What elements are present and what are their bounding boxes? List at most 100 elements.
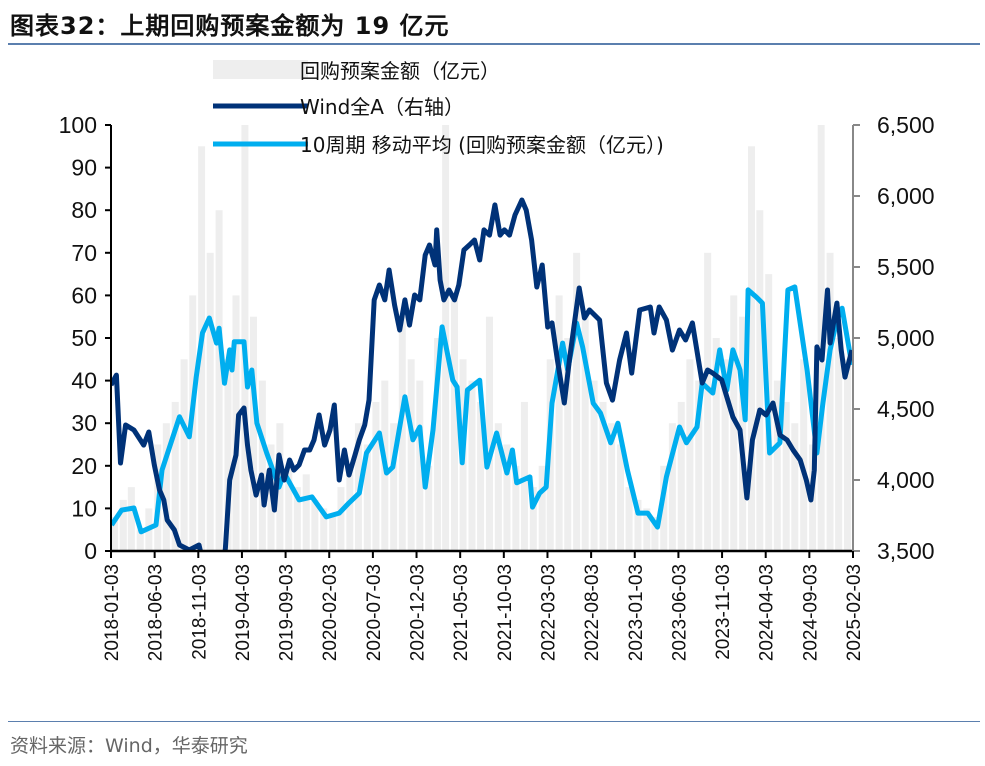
bar — [162, 423, 170, 551]
bar — [249, 316, 257, 551]
legend-swatch-bars — [213, 60, 308, 79]
bar — [748, 146, 756, 551]
bar — [337, 487, 345, 551]
bar — [529, 487, 537, 551]
x-tick-label: 2023-01-03 — [626, 564, 647, 661]
left-tick-label: 50 — [71, 325, 97, 351]
bar — [224, 359, 232, 551]
bar — [390, 423, 398, 551]
bar — [773, 380, 781, 551]
bar — [800, 359, 808, 551]
bar — [817, 125, 825, 551]
x-tick-label: 2020-12-03 — [408, 564, 429, 661]
axes: 0 10 20 30 40 50 60 70 80 90 100 3,500 4,000 4,500 5,0… — [59, 112, 935, 661]
bar — [512, 465, 520, 551]
bar — [434, 338, 442, 551]
x-tick-label: 2024-09-03 — [800, 564, 821, 661]
bar — [320, 508, 328, 551]
bar — [608, 423, 616, 551]
chart-title: 图表32：上期回购预案金额为 19 亿元 — [10, 12, 450, 40]
bar — [581, 316, 589, 551]
bar — [616, 444, 624, 551]
legend-label-wind-a: Wind全A（右轴） — [300, 95, 464, 119]
legend-label-bars: 回购预案金额（亿元） — [300, 59, 500, 83]
left-tick-label: 0 — [84, 538, 97, 564]
bar — [668, 423, 676, 551]
right-tick-label: 6,500 — [877, 112, 935, 138]
bar — [363, 444, 371, 551]
bar — [293, 487, 301, 551]
bar — [329, 516, 337, 551]
x-tick-label: 2023-11-03 — [713, 564, 734, 660]
x-tick-label: 2023-06-03 — [669, 564, 690, 661]
bar — [660, 465, 668, 551]
right-tick-label: 3,500 — [877, 538, 935, 564]
bar — [494, 423, 502, 551]
bar — [346, 465, 354, 551]
x-tick-label: 2018-06-03 — [146, 564, 167, 661]
bar — [311, 499, 319, 551]
bar — [127, 487, 135, 551]
bar — [826, 252, 834, 551]
x-tick-label: 2019-09-03 — [277, 564, 298, 661]
x-tick-label: 2018-01-03 — [102, 564, 123, 661]
left-tick-label: 30 — [71, 410, 97, 436]
bar — [643, 508, 651, 551]
bar — [425, 465, 433, 551]
wind-a-line — [111, 197, 853, 551]
bar — [215, 210, 223, 551]
bar — [573, 252, 581, 551]
moving-average-line — [111, 284, 853, 535]
bar — [625, 487, 633, 551]
right-tick-label: 5,500 — [877, 254, 935, 280]
right-tick-label: 4,000 — [877, 467, 935, 493]
legend-label-ma: 10周期 移动平均 (回购预案金额（亿元）) — [300, 133, 664, 157]
x-tick-label: 2022-03-03 — [538, 564, 559, 661]
bar — [782, 401, 790, 551]
bar — [119, 499, 127, 551]
title-divider — [8, 43, 980, 45]
x-tick-label: 2021-10-03 — [495, 564, 516, 661]
left-tick-label: 80 — [71, 197, 97, 223]
bar — [704, 252, 712, 551]
bar — [485, 316, 493, 551]
bar — [791, 423, 799, 551]
bar — [695, 380, 703, 551]
bar — [651, 516, 659, 551]
bar — [503, 444, 511, 551]
left-tick-label: 60 — [71, 282, 97, 308]
x-tick-label: 2020-02-03 — [320, 564, 341, 661]
x-tick-label: 2019-04-03 — [233, 564, 254, 661]
x-tick-label: 2024-04-03 — [757, 564, 778, 661]
bar — [285, 465, 293, 551]
left-tick-label: 90 — [71, 155, 97, 181]
bar — [756, 210, 764, 551]
left-tick-label: 10 — [71, 495, 97, 521]
bar — [372, 401, 380, 551]
bar — [677, 401, 685, 551]
bar — [407, 359, 415, 551]
bar — [468, 380, 476, 551]
bar — [136, 529, 144, 551]
bar — [835, 338, 843, 551]
bar — [712, 338, 720, 551]
bar — [206, 252, 214, 551]
bar — [416, 380, 424, 551]
legend: 回购预案金额（亿元） Wind全A（右轴） 10周期 移动平均 (回购预案金额（… — [213, 59, 664, 157]
line-series — [111, 197, 853, 551]
bar — [634, 499, 642, 551]
bar — [450, 295, 458, 551]
bar — [721, 359, 729, 551]
bar — [538, 465, 546, 551]
x-tick-label: 2018-11-03 — [189, 564, 210, 660]
bar — [180, 359, 188, 551]
bar — [398, 316, 406, 551]
bar — [590, 380, 598, 551]
x-tick-label: 2022-08-03 — [582, 564, 603, 661]
bar — [555, 295, 563, 551]
right-tick-label: 6,000 — [877, 183, 935, 209]
x-tick-label: 2021-05-03 — [451, 564, 472, 661]
bar — [111, 516, 118, 551]
x-tick-label: 2020-07-03 — [364, 564, 385, 661]
